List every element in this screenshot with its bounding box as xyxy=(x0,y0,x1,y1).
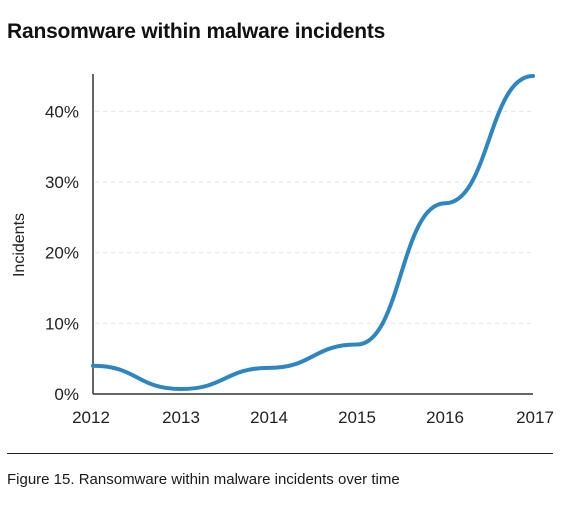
series-line xyxy=(91,74,535,392)
data-point xyxy=(179,387,183,391)
y-axis-label: Incidents xyxy=(11,213,28,277)
chart-title: Ransomware within malware incidents xyxy=(7,20,386,43)
y-tick-label: 40% xyxy=(45,102,79,121)
x-tick-label: 2015 xyxy=(338,408,376,427)
y-tick-label: 30% xyxy=(45,173,79,192)
data-point xyxy=(91,364,95,368)
line-chart: 0% 10% 20% 30% 40% 2012 2013 2014 2015 2016 2017 I… xyxy=(11,74,554,427)
data-point xyxy=(531,74,535,78)
data-point xyxy=(355,343,359,347)
y-tick-label: 20% xyxy=(45,244,79,263)
data-point xyxy=(443,201,447,205)
x-tick-label: 2012 xyxy=(72,408,110,427)
caption-divider xyxy=(7,453,553,454)
x-tick-label: 2016 xyxy=(426,408,464,427)
grid-lines xyxy=(95,110,533,324)
x-tick-label: 2017 xyxy=(516,408,554,427)
series-layer xyxy=(91,74,535,392)
y-tick-label: 0% xyxy=(54,385,79,404)
x-tick-label: 2014 xyxy=(250,408,288,427)
axes xyxy=(92,74,533,395)
data-point xyxy=(267,366,271,370)
x-tick-label: 2013 xyxy=(162,408,200,427)
tick-labels: 0% 10% 20% 30% 40% 2012 2013 2014 2015 2016 2017 xyxy=(45,102,554,427)
y-tick-label: 10% xyxy=(45,314,79,333)
figure-caption: Figure 15. Ransomware within malware inc… xyxy=(7,471,400,488)
